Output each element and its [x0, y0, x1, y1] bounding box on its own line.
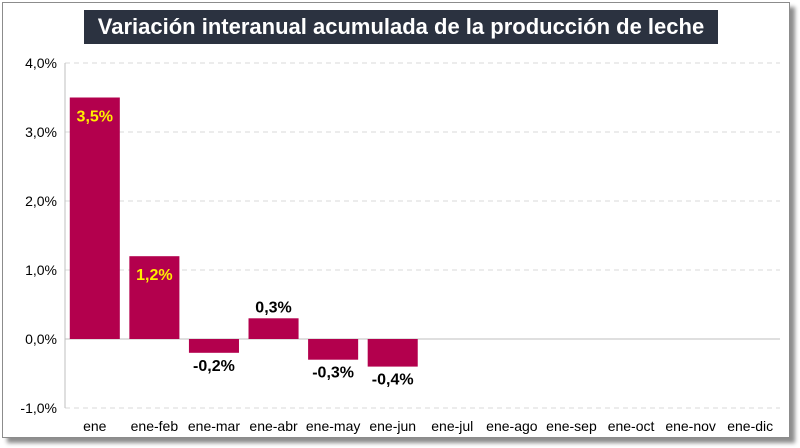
x-category-label: ene-ago — [486, 418, 538, 434]
data-label: -0,2% — [193, 358, 235, 375]
y-tick-label: -1,0% — [20, 400, 57, 416]
x-category-label: ene-may — [306, 418, 360, 434]
bars — [69, 97, 418, 367]
data-label: 1,2% — [136, 267, 172, 284]
x-category-label: ene-mar — [188, 418, 240, 434]
data-label: 0,3% — [255, 299, 291, 316]
x-category-label: ene-sep — [546, 418, 597, 434]
x-category-label: ene-abr — [249, 418, 298, 434]
axes — [64, 63, 780, 408]
bar — [248, 318, 299, 339]
bar — [69, 97, 120, 339]
y-axis-ticks: 4,0% 3,0% 2,0% 1,0% 0,0% -1,0% — [20, 55, 57, 416]
y-tick-label: 0,0% — [25, 331, 57, 347]
y-tick-label: 2,0% — [25, 193, 57, 209]
y-tick-label: 3,0% — [25, 124, 57, 140]
x-category-label: ene — [83, 418, 107, 434]
x-category-label: ene-feb — [131, 418, 179, 434]
chart-title: Variación interanual acumulada de la pro… — [84, 10, 718, 44]
x-category-label: ene-jul — [431, 418, 473, 434]
bar — [188, 339, 239, 353]
bar — [308, 339, 359, 360]
x-category-label: ene-dic — [727, 418, 773, 434]
data-label: 3,5% — [77, 109, 113, 126]
bar — [129, 256, 180, 339]
x-category-label: ene-jun — [369, 418, 416, 434]
data-label: -0,4% — [372, 372, 414, 389]
data-labels: 3,5% 1,2% -0,2% 0,3% -0,3% -0,4% — [77, 109, 414, 389]
data-label: -0,3% — [312, 365, 354, 382]
x-category-label: ene-oct — [608, 418, 655, 434]
y-tick-label: 1,0% — [25, 262, 57, 278]
gridlines — [65, 62, 780, 409]
y-tick-label: 4,0% — [25, 55, 57, 71]
x-axis-categories: ene ene-feb ene-mar ene-abr ene-may ene-jun en… — [83, 418, 773, 434]
x-category-label: ene-nov — [665, 418, 716, 434]
bar — [367, 339, 418, 367]
